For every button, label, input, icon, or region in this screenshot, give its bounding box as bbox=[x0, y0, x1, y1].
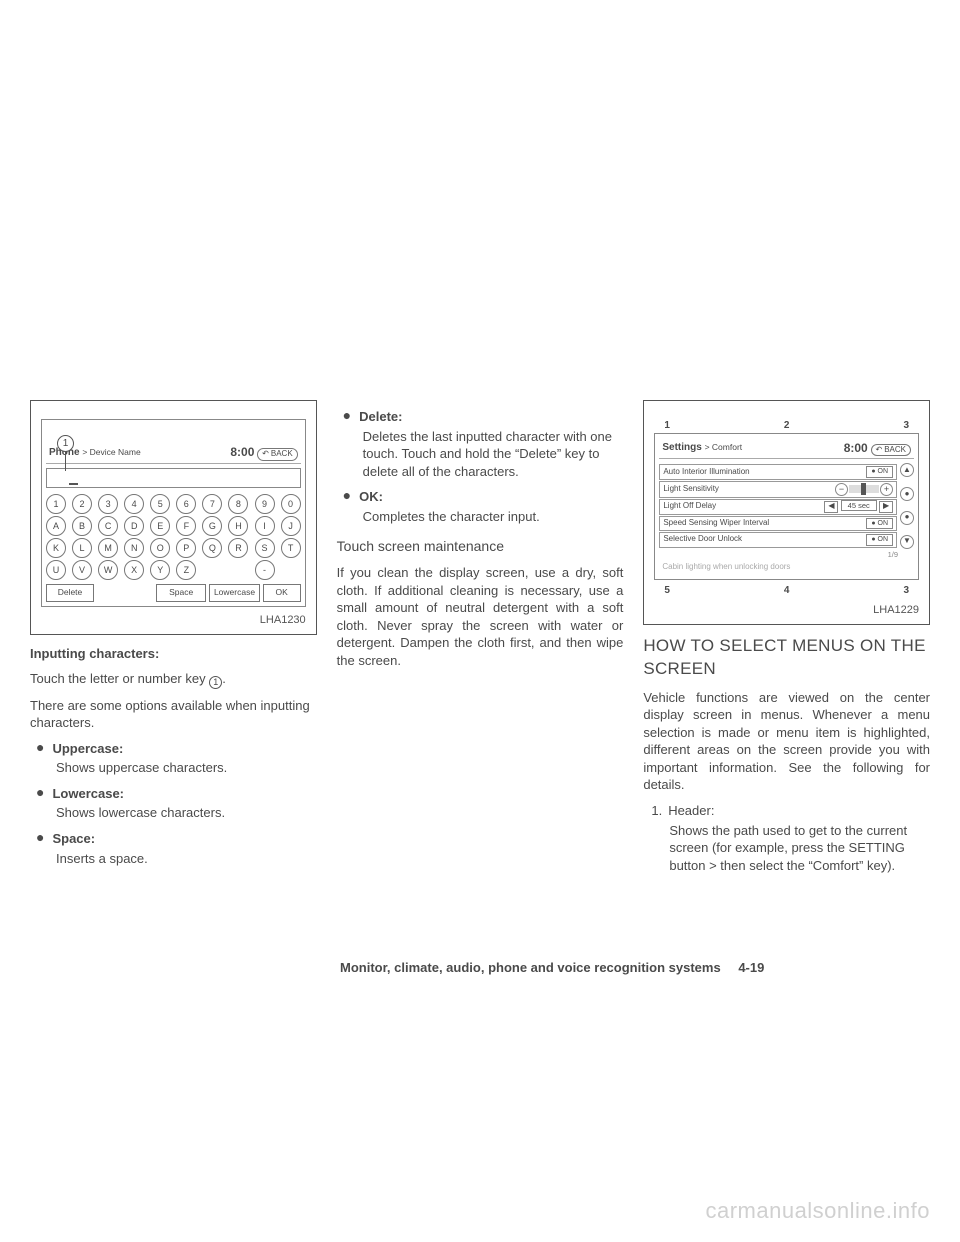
bottom-annotations: 5 4 3 bbox=[654, 584, 919, 598]
menus-intro-paragraph: Vehicle functions are viewed on the cent… bbox=[643, 689, 930, 794]
column-3: 1 2 3 Settings > Comfort 8:00 ↶BACK Auto bbox=[643, 400, 930, 874]
callout-1: 1 bbox=[57, 435, 74, 452]
how-to-select-heading: HOW TO SELECT MENUS ON THE SCREEN bbox=[643, 635, 930, 681]
settings-row: Light Sensitivity−+ bbox=[659, 481, 897, 498]
key-5: 5 bbox=[150, 494, 170, 514]
clock-and-back-2: 8:00 ↶BACK bbox=[844, 440, 911, 457]
top-annotations: 1 2 3 bbox=[654, 419, 919, 433]
settings-row: Light Off Delay◀ 45 sec ▶ bbox=[659, 499, 897, 515]
key-U: U bbox=[46, 560, 66, 580]
keyboard-screen: Phone > Device Name 8:00 ↶BACK 1 1234567… bbox=[41, 419, 306, 607]
key-9: 9 bbox=[255, 494, 275, 514]
numbered-item-1: 1. Header: bbox=[651, 802, 930, 820]
ok-key: OK bbox=[263, 584, 301, 602]
inputting-heading: Inputting characters: bbox=[30, 645, 317, 663]
key-row-uvw: UVWXYZ - bbox=[46, 560, 301, 580]
key-7: 7 bbox=[202, 494, 222, 514]
key-R: R bbox=[228, 538, 248, 558]
settings-row: Selective Door Unlock● ON bbox=[659, 532, 897, 547]
key-S: S bbox=[255, 538, 275, 558]
column-1: Phone > Device Name 8:00 ↶BACK 1 1234567… bbox=[30, 400, 317, 874]
figure-caption-1: LHA1230 bbox=[41, 613, 306, 628]
desc-uppercase: Shows uppercase characters. bbox=[56, 759, 317, 777]
key-row-klm: KLMNOPQRST bbox=[46, 538, 301, 558]
settings-list: Auto Interior Illumination● ON Light Sens… bbox=[659, 463, 897, 548]
maintenance-paragraph: If you clean the display screen, use a d… bbox=[337, 564, 624, 669]
settings-screen: Settings > Comfort 8:00 ↶BACK Auto Inter… bbox=[654, 433, 919, 580]
page-footer: Monitor, climate, audio, phone and voice… bbox=[340, 960, 764, 975]
key-F: F bbox=[176, 516, 196, 536]
bullet-uppercase: ● Uppercase: bbox=[36, 740, 317, 758]
figure-keyboard: Phone > Device Name 8:00 ↶BACK 1 1234567… bbox=[30, 400, 317, 635]
key-row-numbers: 1234567890 bbox=[46, 494, 301, 514]
key-L: L bbox=[72, 538, 92, 558]
settings-row: Speed Sensing Wiper Interval● ON bbox=[659, 516, 897, 531]
bullet-delete: ● Delete: bbox=[343, 408, 624, 426]
key-A: A bbox=[46, 516, 66, 536]
scroll-down-icon: ▼ bbox=[900, 535, 914, 549]
settings-row: Auto Interior Illumination● ON bbox=[659, 464, 897, 479]
key-E: E bbox=[150, 516, 170, 536]
desc-delete: Deletes the last inputted character with… bbox=[363, 428, 624, 481]
key-J: J bbox=[281, 516, 301, 536]
key-C: C bbox=[98, 516, 118, 536]
key-6: 6 bbox=[176, 494, 196, 514]
key-Z: Z bbox=[176, 560, 196, 580]
key-O: O bbox=[150, 538, 170, 558]
space-key: Space bbox=[156, 584, 206, 602]
key-D: D bbox=[124, 516, 144, 536]
key-V: V bbox=[72, 560, 92, 580]
key-T: T bbox=[281, 538, 301, 558]
key-dash: - bbox=[255, 560, 275, 580]
figure-caption-2: LHA1229 bbox=[654, 603, 919, 618]
desc-ok: Completes the character input. bbox=[363, 508, 624, 526]
lowercase-key: Lowercase bbox=[209, 584, 259, 602]
clock-and-back: 8:00 ↶BACK bbox=[230, 444, 297, 461]
delete-key: Delete bbox=[46, 584, 94, 602]
text-input: 1 bbox=[46, 468, 301, 488]
keyboard-action-row: Delete Space Lowercase OK bbox=[46, 584, 301, 602]
key-Q: Q bbox=[202, 538, 222, 558]
key-4: 4 bbox=[124, 494, 144, 514]
numbered-desc-1: Shows the path used to get to the curren… bbox=[669, 822, 930, 875]
scroll-mid-icon: ● bbox=[900, 487, 914, 501]
key-N: N bbox=[124, 538, 144, 558]
scroll-up-icon: ▲ bbox=[900, 463, 914, 477]
key-2: 2 bbox=[72, 494, 92, 514]
key-8: 8 bbox=[228, 494, 248, 514]
page-indicator: 1/9 bbox=[659, 549, 914, 560]
key-1: 1 bbox=[46, 494, 66, 514]
maintenance-heading: Touch screen maintenance bbox=[337, 537, 624, 556]
figure-settings: 1 2 3 Settings > Comfort 8:00 ↶BACK Auto bbox=[643, 400, 930, 625]
key-0: 0 bbox=[281, 494, 301, 514]
column-2: ● Delete: Deletes the last inputted char… bbox=[337, 400, 624, 874]
desc-lowercase: Shows lowercase characters. bbox=[56, 804, 317, 822]
scroll-column: ▲ ● ● ▼ bbox=[900, 463, 914, 548]
bullet-lowercase: ● Lowercase: bbox=[36, 785, 317, 803]
key-H: H bbox=[228, 516, 248, 536]
key-K: K bbox=[46, 538, 66, 558]
key-M: M bbox=[98, 538, 118, 558]
key-I: I bbox=[255, 516, 275, 536]
key-3: 3 bbox=[98, 494, 118, 514]
key-W: W bbox=[98, 560, 118, 580]
key-B: B bbox=[72, 516, 92, 536]
key-P: P bbox=[176, 538, 196, 558]
watermark: carmanualsonline.info bbox=[705, 1198, 930, 1224]
desc-space: Inserts a space. bbox=[56, 850, 317, 868]
touch-key-paragraph: Touch the letter or number key 1. bbox=[30, 670, 317, 689]
key-X: X bbox=[124, 560, 144, 580]
bullet-space: ● Space: bbox=[36, 830, 317, 848]
key-Y: Y bbox=[150, 560, 170, 580]
options-paragraph: There are some options available when in… bbox=[30, 697, 317, 732]
breadcrumb-settings: Settings > Comfort bbox=[662, 441, 742, 455]
key-row-abc: ABCDEFGHIJ bbox=[46, 516, 301, 536]
key-G: G bbox=[202, 516, 222, 536]
scroll-mid2-icon: ● bbox=[900, 511, 914, 525]
ghost-row: Cabin lighting when unlocking doors bbox=[659, 561, 914, 574]
bullet-ok: ● OK: bbox=[343, 488, 624, 506]
